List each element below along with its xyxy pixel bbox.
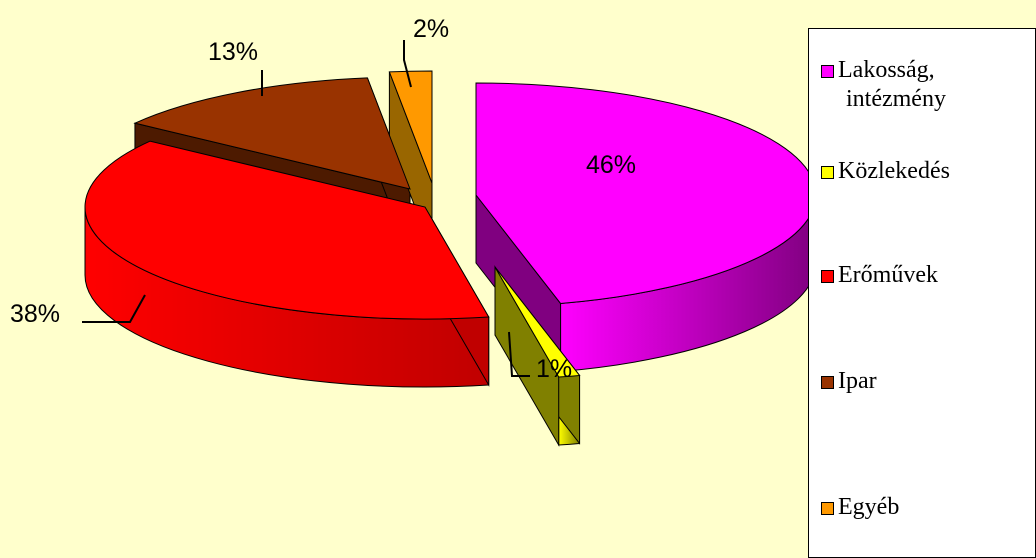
data-label-ipar: 13% xyxy=(208,38,258,66)
leader-line-eromuvek xyxy=(82,294,146,323)
legend-swatch-egyeb xyxy=(821,502,834,515)
legend-item-kozlekedes: Közlekedés xyxy=(821,157,950,186)
chart-area: 46% 1% 38% 13% 2% Lakosság, intézmény Kö… xyxy=(10,15,1036,558)
legend-label-lakossag-line1: Lakosság, xyxy=(838,57,935,83)
slice-top-ipar xyxy=(133,77,411,190)
legend-swatch-lakossag xyxy=(821,65,834,78)
data-label-lakossag: 46% xyxy=(586,151,636,179)
legend-swatch-kozlekedes xyxy=(821,166,834,179)
leader-line-egyeb xyxy=(403,40,412,88)
legend-item-egyeb: Egyéb xyxy=(821,493,899,522)
legend-label-lakossag: Lakosság, intézmény xyxy=(838,56,946,114)
leader-line-kozlekedes xyxy=(508,331,530,377)
slice-top-kozlekedes xyxy=(494,266,581,378)
slice-top-egyeb xyxy=(388,70,433,184)
pie-chart: 46% 1% 38% 13% 2% xyxy=(10,15,817,447)
slice-top-eromuvek xyxy=(84,140,490,320)
legend-label-kozlekedes: Közlekedés xyxy=(838,158,950,184)
legend-item-eromuvek: Erőművek xyxy=(821,261,938,290)
legend-label-eromuvek: Erőművek xyxy=(838,262,938,288)
data-label-eromuvek: 38% xyxy=(10,300,60,328)
legend-item-ipar: Ipar xyxy=(821,367,877,396)
legend-label-ipar: Ipar xyxy=(838,368,877,394)
legend: Lakosság, intézmény Közlekedés Erőművek … xyxy=(808,28,1036,558)
data-label-kozlekedes: 1% xyxy=(536,355,572,383)
pie-label-layer: 46% 1% 38% 13% 2% xyxy=(10,15,636,383)
legend-swatch-ipar xyxy=(821,376,834,389)
legend-label-lakossag-line2: intézmény xyxy=(846,86,946,112)
pie-slice-kozlekedes xyxy=(494,265,581,447)
pie-top-layer xyxy=(84,70,817,378)
legend-item-lakossag: Lakosság, intézmény xyxy=(821,56,946,114)
data-label-egyeb: 2% xyxy=(413,15,449,43)
legend-swatch-eromuvek xyxy=(821,270,834,283)
legend-label-egyeb: Egyéb xyxy=(838,494,900,520)
